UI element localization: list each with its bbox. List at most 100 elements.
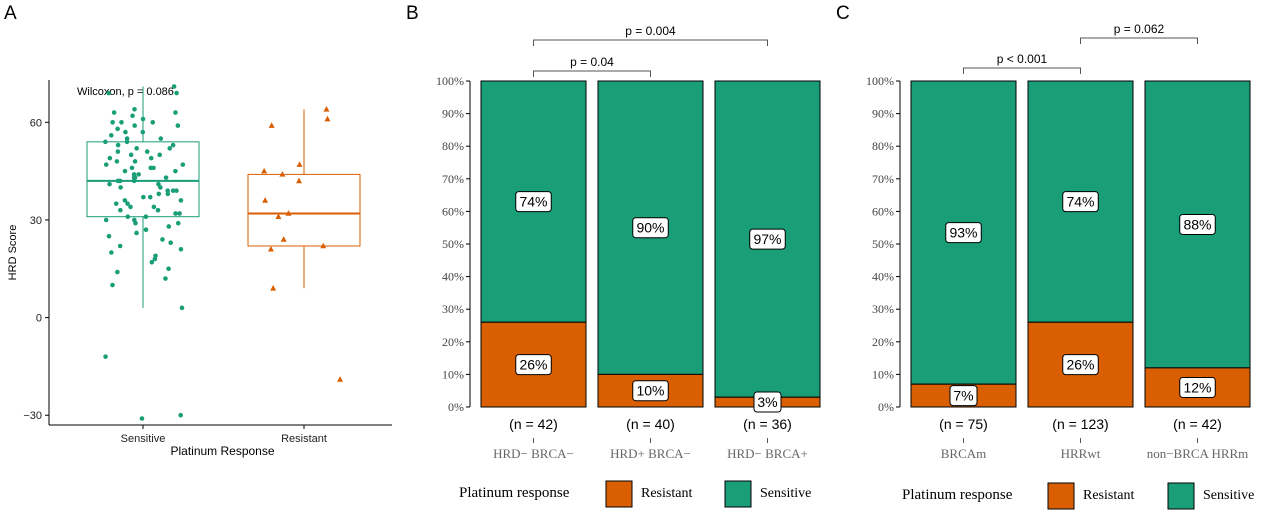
- data-point: [114, 159, 120, 164]
- x-axis-title: Platinum Response: [170, 444, 274, 458]
- y-tick-label: 100%: [436, 74, 464, 88]
- data-point: [157, 152, 163, 158]
- data-point: [173, 110, 178, 115]
- data-point: [140, 129, 146, 135]
- y-tick-label: 0%: [878, 400, 894, 414]
- data-label-sensitive: 74%: [1066, 194, 1094, 210]
- legend-swatch-sensitive: [1167, 482, 1195, 510]
- significance-bracket: [533, 70, 651, 77]
- data-point: [173, 168, 178, 174]
- y-tick-label: 30: [30, 215, 42, 227]
- data-point: [285, 210, 292, 216]
- data-point: [122, 168, 128, 174]
- data-point: [107, 181, 112, 187]
- data-point: [132, 106, 137, 112]
- data-label-resistant-box: [1179, 376, 1216, 398]
- sensitive-box: [86, 141, 200, 218]
- data-point: [141, 194, 146, 200]
- legend-title: Platinum response: [902, 487, 1013, 503]
- data-point: [139, 416, 145, 421]
- data-point: [124, 136, 130, 141]
- legend-label-resistant: Resistant: [1083, 488, 1134, 503]
- data-label-sensitive: 97%: [753, 231, 781, 247]
- data-point: [166, 224, 172, 229]
- data-label-sensitive: 74%: [519, 194, 547, 210]
- y-tick-label: 80%: [442, 139, 464, 153]
- y-tick-label: 10%: [442, 367, 464, 381]
- significance-bracket: [1080, 37, 1198, 44]
- panel-a-boxplot: −30 0 30 60 HRD Score Platinum Response Wilcox…: [7, 80, 392, 458]
- data-label-sensitive-box: [515, 191, 552, 213]
- panel-b-stacked-bar: 0% 10% 20% 30% 40% 50% 60% 70% 80% 90% 100% 74% 26% (…: [436, 24, 821, 508]
- data-label-resistant: 7%: [953, 388, 973, 404]
- data-label-sensitive-box: [1062, 191, 1099, 213]
- data-point: [115, 126, 120, 132]
- data-point: [128, 152, 134, 158]
- data-point: [165, 188, 170, 193]
- data-point: [267, 245, 274, 252]
- test-annotation: Wilcoxon, p = 0.086: [77, 86, 174, 98]
- y-tick-label: 0: [36, 313, 42, 325]
- data-point: [296, 177, 303, 184]
- data-point: [156, 191, 162, 197]
- data-point: [106, 90, 111, 96]
- data-label-resistant: 26%: [519, 357, 547, 373]
- data-point: [170, 188, 176, 193]
- y-tick-label: 60%: [872, 204, 894, 218]
- data-point: [147, 194, 153, 200]
- data-point: [151, 204, 157, 210]
- data-point: [155, 207, 161, 213]
- panel-label-c: C: [836, 3, 850, 24]
- y-tick-label: 20%: [442, 335, 464, 349]
- data-point: [270, 285, 277, 291]
- n-label: (n = 40): [626, 416, 675, 432]
- x-tick-label: BRCAm: [941, 446, 987, 461]
- data-point: [180, 162, 186, 167]
- data-point: [178, 246, 184, 252]
- resistant-box: [247, 173, 361, 247]
- data-point: [158, 185, 163, 190]
- data-point: [132, 123, 137, 128]
- data-point: [150, 120, 156, 125]
- data-point: [118, 207, 123, 213]
- data-point: [110, 120, 115, 125]
- data-point: [109, 250, 114, 255]
- data-point: [117, 243, 123, 249]
- data-point: [124, 139, 130, 145]
- data-point: [115, 149, 121, 154]
- data-point: [280, 236, 287, 242]
- data-point: [122, 198, 128, 203]
- data-point: [110, 282, 115, 288]
- data-point: [165, 191, 171, 197]
- data-point: [103, 354, 108, 359]
- data-label-sensitive: 88%: [1183, 216, 1211, 232]
- y-tick-label: 60: [30, 117, 42, 129]
- data-point: [158, 136, 164, 141]
- data-point: [275, 213, 282, 219]
- data-point: [261, 167, 268, 174]
- data-point: [115, 142, 121, 148]
- data-point: [174, 188, 179, 193]
- data-label-sensitive-box: [1179, 213, 1216, 235]
- data-point: [133, 220, 138, 226]
- data-label-resistant: 10%: [636, 383, 664, 399]
- data-point: [143, 214, 149, 219]
- legend-swatch-resistant: [1047, 482, 1075, 510]
- data-point: [134, 230, 139, 236]
- y-tick-label: 50%: [442, 237, 464, 251]
- data-point: [163, 276, 168, 281]
- data-point: [144, 149, 150, 154]
- x-tick-label: non−BRCA HRRm: [1147, 446, 1249, 461]
- y-tick-label: 10%: [872, 367, 894, 381]
- data-point: [115, 178, 121, 184]
- data-label-resistant: 26%: [1066, 357, 1094, 373]
- n-label: (n = 36): [743, 416, 792, 432]
- legend-swatch-resistant: [605, 480, 633, 508]
- data-point: [149, 259, 155, 265]
- data-point: [125, 214, 131, 219]
- y-tick-label: 90%: [442, 107, 464, 121]
- data-point: [119, 120, 124, 125]
- data-point: [107, 155, 113, 161]
- data-point: [106, 233, 112, 239]
